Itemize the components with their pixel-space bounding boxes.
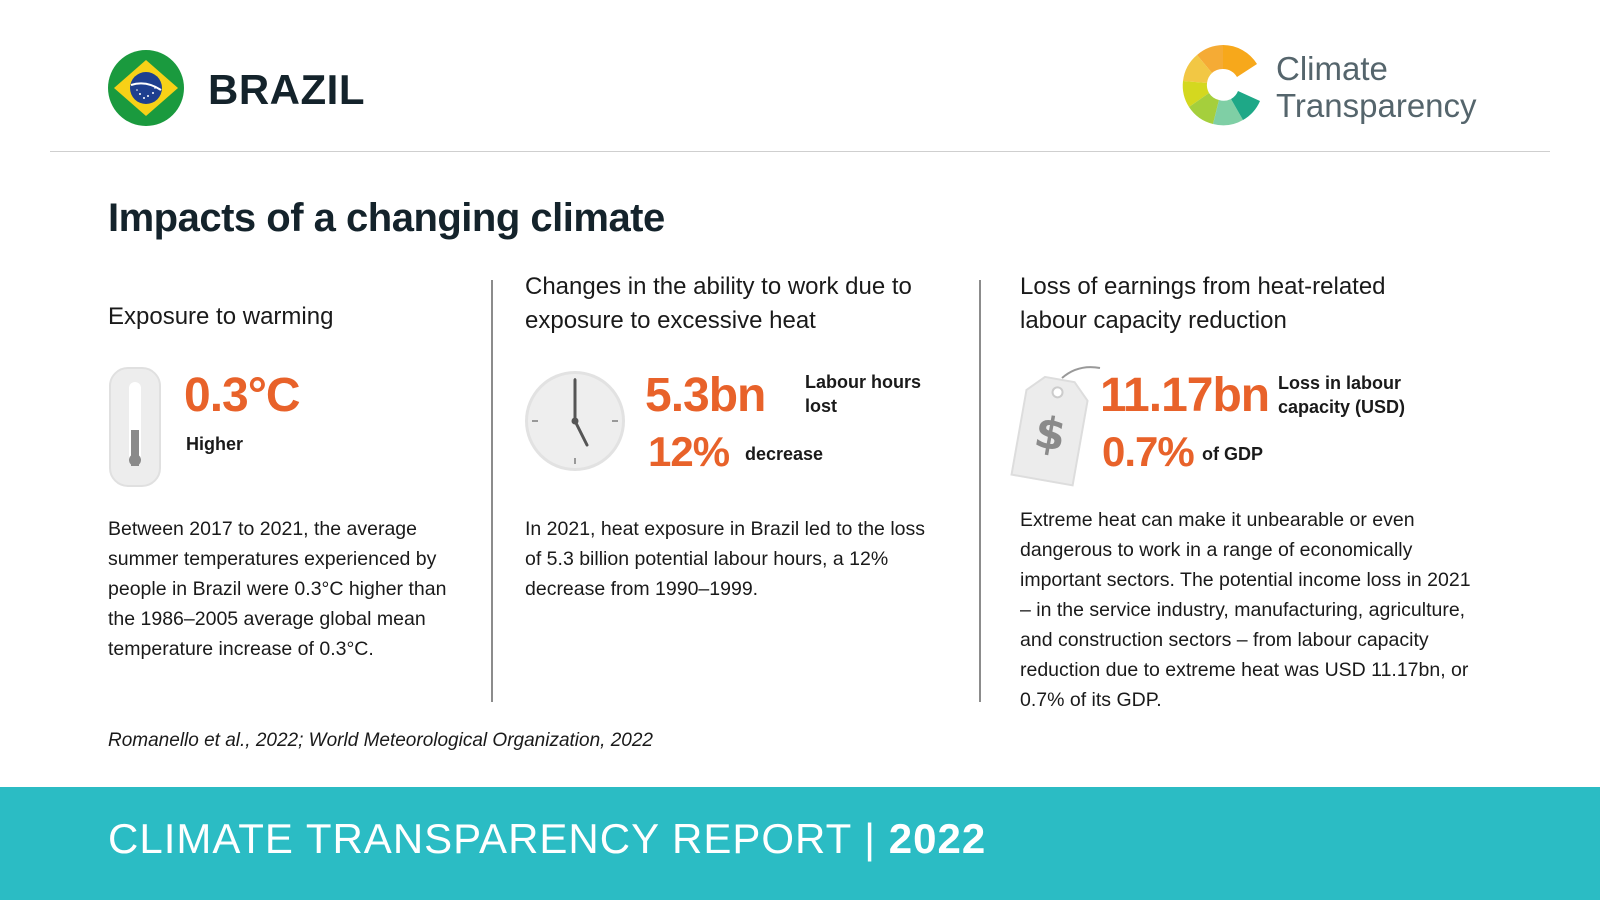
logo-line-1: Climate (1276, 50, 1388, 87)
warming-body: Between 2017 to 2021, the average summer… (108, 518, 447, 660)
footer-title: CLIMATE TRANSPARENCY REPORT | 2022 (108, 815, 986, 863)
section-title: Exposure to warming (108, 303, 334, 330)
decrease-label: decrease (745, 444, 824, 464)
logo-text: Climate Transparency (1276, 50, 1477, 124)
earnings-loss-value: 11.17bn (1100, 369, 1270, 422)
header-divider (50, 151, 1550, 152)
header: BRAZIL Climate Transparency (0, 0, 1600, 152)
earnings-loss-label: Loss in labour capacity (USD) (1278, 373, 1406, 417)
decrease-value: 12% (648, 428, 730, 475)
column-divider (491, 280, 493, 702)
section-ability-to-work: Changes in the ability to work due to ex… (525, 270, 975, 338)
section-title: Loss of earnings from heat-related labou… (1020, 273, 1386, 334)
logo-line-2: Transparency (1276, 87, 1477, 124)
warming-value: 0.3°C (184, 369, 301, 422)
country-name: BRAZIL (208, 66, 365, 113)
climate-transparency-logo-icon (1182, 45, 1260, 126)
warming-label: Higher (186, 434, 244, 454)
earnings-loss-body: Extreme heat can make it unbearable or e… (1020, 509, 1471, 711)
section-exposure-to-warming: Exposure to warming (108, 270, 458, 334)
section-loss-of-earnings: Loss of earnings from heat-related labou… (1020, 270, 1490, 338)
clock-icon (525, 371, 625, 471)
column-divider (979, 280, 981, 702)
footer-banner: CLIMATE TRANSPARENCY REPORT | 2022 (0, 787, 1600, 900)
footer-report-name: CLIMATE TRANSPARENCY REPORT | (108, 815, 877, 862)
labour-hours-label: Labour hours lost (805, 372, 921, 416)
brazil-flag-icon (108, 50, 184, 126)
footer-year: 2022 (888, 815, 987, 862)
labour-hours-body: In 2021, heat exposure in Brazil led to … (525, 518, 925, 600)
gdp-share-label: of GDP (1202, 444, 1263, 464)
source-citation: Romanello et al., 2022; World Meteorolog… (108, 730, 653, 751)
thermometer-icon (109, 367, 161, 487)
section-title: Changes in the ability to work due to ex… (525, 273, 912, 334)
gdp-share-value: 0.7% (1102, 428, 1195, 475)
labour-hours-value: 5.3bn (645, 369, 766, 422)
page-title: Impacts of a changing climate (108, 196, 665, 240)
price-tag-dollar-icon: $ (1010, 366, 1101, 487)
